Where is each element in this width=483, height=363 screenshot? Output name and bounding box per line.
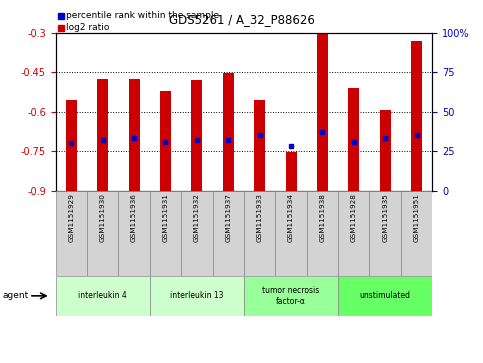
Bar	[369, 191, 401, 276]
Text: GSM1151929: GSM1151929	[68, 193, 74, 242]
Bar	[213, 191, 244, 276]
Text: GSM1151937: GSM1151937	[225, 193, 231, 242]
Text: GSM1151951: GSM1151951	[413, 193, 420, 242]
Bar	[66, 100, 77, 191]
Text: percentile rank within the sample: percentile rank within the sample	[67, 12, 220, 20]
Bar	[411, 41, 422, 191]
Text: GSM1151930: GSM1151930	[99, 193, 106, 242]
Text: unstimulated: unstimulated	[360, 291, 411, 300]
Text: GDS5261 / A_32_P88626: GDS5261 / A_32_P88626	[169, 13, 314, 26]
Text: agent: agent	[2, 291, 28, 300]
Bar	[307, 191, 338, 276]
Text: GSM1151936: GSM1151936	[131, 193, 137, 242]
Bar	[338, 276, 432, 316]
Bar	[348, 88, 359, 191]
Text: GSM1151933: GSM1151933	[256, 193, 263, 242]
Bar	[58, 13, 64, 19]
Bar	[223, 73, 234, 191]
Bar	[244, 276, 338, 316]
Bar	[150, 276, 244, 316]
Bar	[160, 90, 171, 191]
Text: GSM1151935: GSM1151935	[382, 193, 388, 242]
Text: interleukin 13: interleukin 13	[170, 291, 224, 300]
Bar	[338, 191, 369, 276]
Bar	[285, 152, 297, 191]
Bar	[150, 191, 181, 276]
Text: GSM1151932: GSM1151932	[194, 193, 200, 242]
Bar	[181, 191, 213, 276]
Bar	[97, 79, 108, 191]
Bar	[317, 34, 328, 191]
Text: GSM1151928: GSM1151928	[351, 193, 357, 242]
Text: GSM1151931: GSM1151931	[162, 193, 169, 242]
Text: interleukin 4: interleukin 4	[78, 291, 127, 300]
Bar	[275, 191, 307, 276]
Bar	[58, 25, 64, 31]
Bar	[56, 191, 87, 276]
Bar	[254, 100, 265, 191]
Bar	[128, 79, 140, 191]
Bar	[56, 276, 150, 316]
Bar	[191, 80, 202, 191]
Text: tumor necrosis
factor-α: tumor necrosis factor-α	[262, 286, 320, 306]
Text: log2 ratio: log2 ratio	[67, 24, 110, 33]
Bar	[87, 191, 118, 276]
Bar	[380, 110, 391, 191]
Bar	[401, 191, 432, 276]
Text: GSM1151934: GSM1151934	[288, 193, 294, 242]
Text: GSM1151938: GSM1151938	[319, 193, 326, 242]
Bar	[118, 191, 150, 276]
Bar	[244, 191, 275, 276]
